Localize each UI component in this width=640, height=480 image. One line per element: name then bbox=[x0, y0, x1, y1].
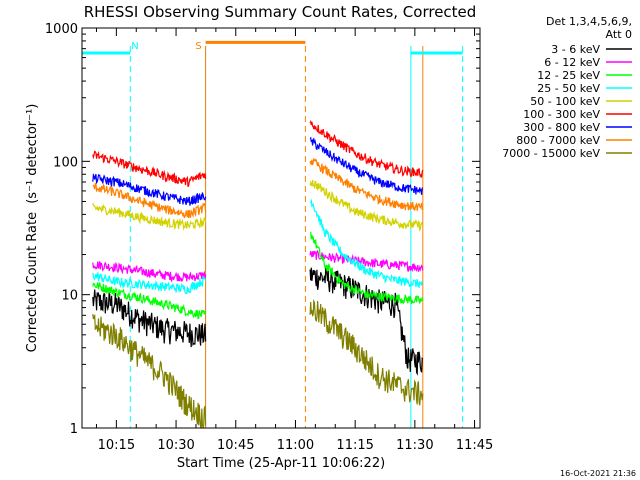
legend-label: 7000 - 15000 keV bbox=[502, 147, 600, 160]
legend-header: Att 0 bbox=[606, 28, 632, 41]
legend-label: 100 - 300 keV bbox=[523, 108, 600, 121]
plot-frame bbox=[81, 27, 481, 429]
series-line bbox=[310, 231, 424, 305]
series-layer bbox=[92, 119, 424, 430]
series-line bbox=[310, 198, 424, 288]
x-tick-label: 10:30 bbox=[157, 438, 194, 453]
x-axis-label: Start Time (25-Apr-11 10:06:22) bbox=[177, 456, 385, 471]
series-line bbox=[309, 158, 424, 211]
series-line bbox=[92, 150, 207, 188]
x-tick-label: 11:00 bbox=[277, 438, 314, 453]
y-tick-label: 10 bbox=[61, 289, 78, 304]
y-tick-label: 1 bbox=[70, 422, 78, 437]
flag-label: S bbox=[195, 41, 201, 52]
series-line bbox=[92, 203, 207, 231]
series-line bbox=[92, 289, 207, 348]
series-line bbox=[309, 119, 424, 179]
series-line bbox=[309, 179, 424, 232]
series-line bbox=[309, 249, 424, 273]
chart-title: RHESSI Observing Summary Count Rates, Co… bbox=[84, 3, 477, 21]
y-axis-label-group: Corrected Count Rate (s⁻¹ detector⁻¹) bbox=[25, 104, 40, 353]
legend-label: 50 - 100 keV bbox=[530, 95, 600, 108]
x-tick-label: 10:45 bbox=[217, 438, 254, 453]
series-line bbox=[92, 172, 207, 206]
series-line bbox=[92, 271, 207, 295]
series-line bbox=[92, 314, 207, 430]
timestamp: 16-Oct-2021 21:36 bbox=[560, 469, 636, 478]
x-tick-label: 11:15 bbox=[336, 438, 373, 453]
legend-label: 6 - 12 keV bbox=[544, 56, 600, 69]
series-line bbox=[309, 267, 424, 376]
legend-label: 25 - 50 keV bbox=[537, 82, 600, 95]
series-line bbox=[309, 136, 424, 195]
y-tick-label: 1000 bbox=[45, 22, 78, 37]
x-tick-label: 11:30 bbox=[396, 438, 433, 453]
legend-header: Det 1,3,4,5,6,9, bbox=[546, 15, 632, 28]
flag-label: N bbox=[131, 41, 138, 52]
series-line bbox=[309, 299, 424, 406]
x-tick-label: 10:15 bbox=[98, 438, 135, 453]
legend-label: 800 - 7000 keV bbox=[516, 134, 600, 147]
y-axis-label: Corrected Count Rate (s⁻¹ detector⁻¹) bbox=[25, 104, 40, 353]
series-line bbox=[92, 261, 207, 283]
x-axis: 10:15 10:30 10:45 11:00 11:15 11:30 11:45 bbox=[95, 28, 493, 453]
series-line bbox=[92, 182, 207, 219]
y-axis: 1 10 100 1000 bbox=[45, 22, 480, 437]
legend-label: 12 - 25 keV bbox=[537, 69, 600, 82]
x-tick-label: 11:45 bbox=[456, 438, 493, 453]
series-line bbox=[92, 282, 207, 320]
y-tick-label: 100 bbox=[53, 155, 78, 170]
legend-label: 300 - 800 keV bbox=[523, 121, 600, 134]
legend-label: 3 - 6 keV bbox=[551, 43, 600, 56]
